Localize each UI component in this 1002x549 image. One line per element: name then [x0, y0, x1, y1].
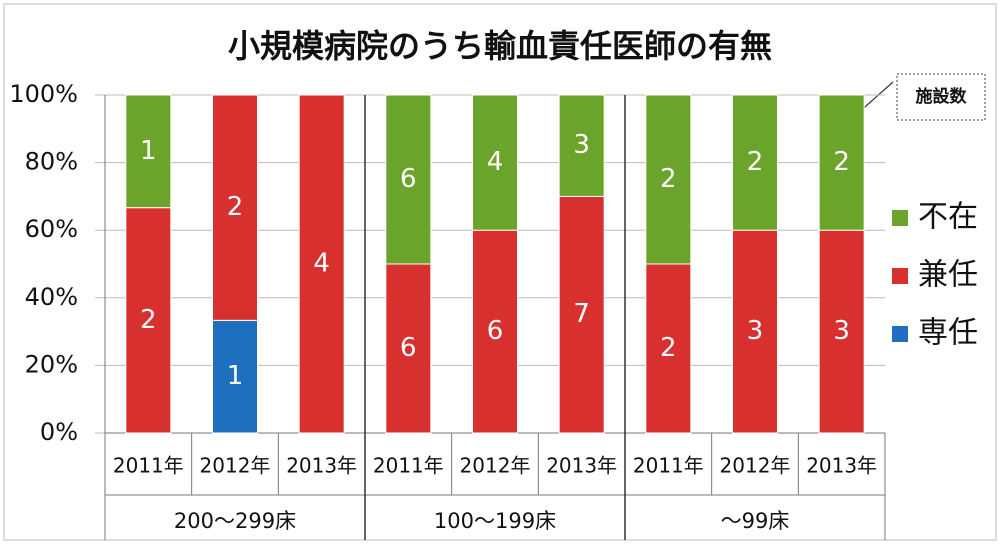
- bar-segment: [645, 263, 692, 434]
- x-tick-label: 2011年: [633, 454, 704, 478]
- data-label: 2: [227, 192, 244, 222]
- data-label: 2: [140, 305, 157, 335]
- bar-segment: [385, 94, 432, 265]
- bar-segment: [298, 94, 345, 434]
- data-label: 6: [487, 316, 504, 346]
- y-tick-label: 80%: [25, 148, 78, 176]
- data-label: 6: [400, 164, 417, 194]
- annotation-box: [896, 73, 986, 121]
- data-label: 7: [573, 299, 590, 329]
- bar-segment: [212, 94, 258, 321]
- data-label: 6: [400, 333, 417, 363]
- bar-segment: [645, 94, 692, 265]
- data-label: 2: [660, 333, 677, 363]
- data-label: 2: [833, 147, 850, 177]
- bar-segment: [818, 94, 865, 231]
- bar-segment: [732, 94, 778, 231]
- legend-label: 専任: [918, 316, 978, 351]
- bar-segment: [558, 94, 605, 197]
- y-tick-label: 60%: [25, 215, 78, 243]
- data-label: 4: [487, 147, 504, 177]
- data-label: 2: [660, 164, 677, 194]
- legend-swatch: [892, 326, 908, 342]
- group-label: 200～299床: [174, 509, 296, 533]
- x-tick-label: 2011年: [373, 454, 444, 478]
- x-tick-label: 2013年: [546, 454, 617, 478]
- x-tick-label: 2012年: [720, 454, 791, 478]
- y-tick-label: 100%: [9, 80, 78, 108]
- y-tick-label: 0%: [40, 418, 78, 446]
- x-tick-label: 2013年: [286, 454, 357, 478]
- y-tick-label: 20%: [25, 350, 78, 378]
- bar-segment: [818, 229, 865, 434]
- legend-swatch: [892, 268, 908, 284]
- bar-segment: [558, 195, 605, 434]
- legend-label: 兼任: [918, 258, 978, 293]
- x-tick-label: 2012年: [460, 454, 531, 478]
- bar-segment: [125, 207, 172, 434]
- bar-segment: [125, 94, 172, 209]
- group-label: 100～199床: [434, 509, 556, 533]
- frame: [3, 3, 997, 541]
- bar-segment: [472, 94, 518, 231]
- bar-segment: [732, 229, 778, 434]
- data-label: 3: [573, 130, 590, 160]
- bar-segment: [472, 229, 518, 434]
- group-label: ～99床: [721, 509, 790, 533]
- data-label: 3: [833, 316, 850, 346]
- x-tick-label: 2013年: [806, 454, 877, 478]
- legend-swatch: [892, 210, 908, 226]
- chart-title: 小規模病院のうち輸血責任医師の有無: [228, 27, 772, 65]
- bar-segment: [385, 263, 432, 434]
- y-tick-label: 40%: [25, 283, 78, 311]
- x-tick-label: 2011年: [113, 454, 184, 478]
- x-tick-label: 2012年: [200, 454, 271, 478]
- data-label: 1: [140, 136, 157, 166]
- legend-label: 不在: [918, 200, 978, 235]
- data-label: 1: [227, 361, 244, 391]
- data-label: 4: [313, 249, 330, 279]
- data-label: 3: [747, 316, 764, 346]
- data-label: 2: [747, 147, 764, 177]
- annotation: 施設数: [916, 86, 968, 107]
